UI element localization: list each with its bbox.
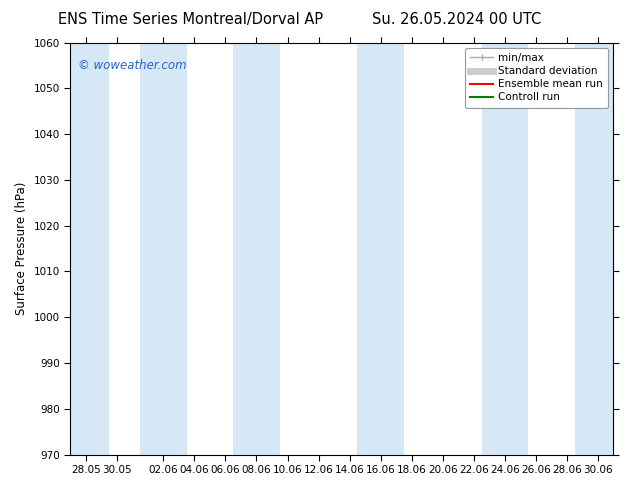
Bar — [481, 43, 528, 455]
Text: © woweather.com: © woweather.com — [79, 59, 187, 72]
Bar — [63, 43, 109, 455]
Legend: min/max, Standard deviation, Ensemble mean run, Controll run: min/max, Standard deviation, Ensemble me… — [465, 48, 608, 108]
Bar — [358, 43, 404, 455]
Text: ENS Time Series Montreal/Dorval AP: ENS Time Series Montreal/Dorval AP — [58, 12, 323, 27]
Text: Su. 26.05.2024 00 UTC: Su. 26.05.2024 00 UTC — [372, 12, 541, 27]
Y-axis label: Surface Pressure (hPa): Surface Pressure (hPa) — [15, 182, 28, 315]
Bar — [140, 43, 186, 455]
Bar — [233, 43, 280, 455]
Bar — [574, 43, 621, 455]
